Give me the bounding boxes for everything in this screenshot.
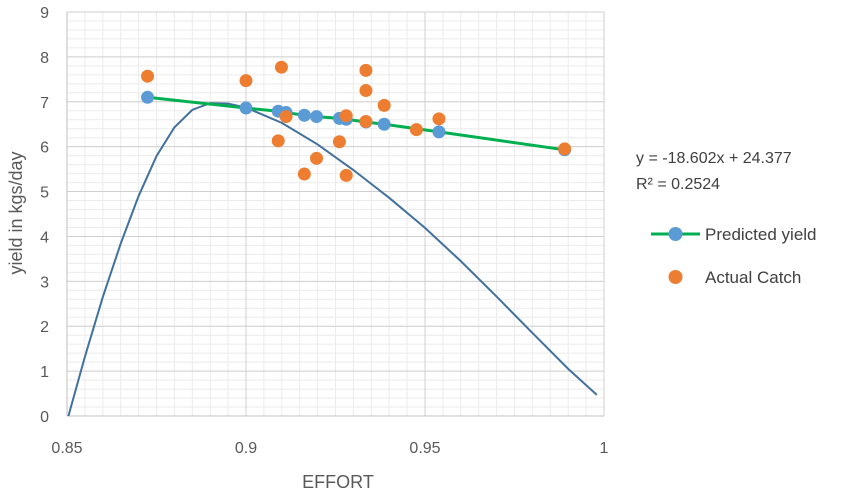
predicted-yield-point [141, 90, 155, 104]
y-tick-label: 7 [40, 95, 49, 112]
actual-catch-point [279, 110, 293, 124]
legend-predicted-label: Predicted yield [705, 225, 817, 244]
actual-catch-point [359, 63, 373, 77]
x-tick-label: 0.85 [51, 440, 82, 457]
predicted-yield-point [432, 125, 446, 139]
y-tick-label: 1 [40, 364, 49, 381]
y-tick-label: 6 [40, 140, 49, 157]
actual-catch-point [297, 167, 311, 181]
actual-catch-point [558, 142, 572, 156]
actual-catch-point [339, 109, 353, 123]
predicted-yield-point [377, 117, 391, 131]
tick-labels: 0 1 2 3 4 5 6 7 8 9 0.85 0.9 0.95 1 [40, 5, 608, 457]
predicted-yield-point [297, 108, 311, 122]
actual-catch-point [332, 135, 346, 149]
actual-catch-point [339, 168, 353, 182]
legend-actual-marker [668, 270, 683, 284]
actual-catch-point [359, 84, 373, 98]
actual-catch-point [310, 151, 324, 165]
actual-catch-point [271, 134, 285, 148]
y-axis-title: yield in kgs/day [6, 151, 26, 274]
y-tick-label: 5 [40, 185, 49, 202]
y-tick-label: 8 [40, 50, 49, 67]
r-squared-label: R² = 0.2524 [636, 176, 720, 193]
fitted-curve [67, 102, 598, 417]
x-tick-label: 0.9 [235, 440, 257, 457]
x-axis-title: EFFORT [302, 472, 374, 492]
actual-catch-point [141, 69, 155, 83]
legend: Predicted yield Actual Catch [651, 225, 817, 287]
plot-area [67, 60, 598, 417]
actual-catch-point [274, 60, 288, 74]
actual-catch-point [377, 98, 391, 112]
actual-catch-point [359, 115, 373, 129]
trendline-equation: y = -18.602x + 24.377 [636, 150, 792, 167]
y-tick-label: 2 [40, 319, 49, 336]
y-tick-label: 0 [40, 409, 49, 426]
actual-catch-point [409, 123, 423, 137]
legend-actual-label: Actual Catch [705, 268, 801, 287]
actual-catch-point [432, 112, 446, 126]
y-tick-label: 4 [40, 229, 49, 246]
x-tick-label: 1 [600, 440, 609, 457]
x-tick-label: 0.95 [409, 440, 440, 457]
y-tick-label: 9 [40, 5, 49, 22]
predicted-yield-point [310, 110, 324, 124]
predicted-yield-point [239, 101, 253, 115]
axes [66, 12, 604, 417]
legend-predicted-marker [668, 227, 683, 241]
actual-catch-point [239, 74, 253, 88]
y-tick-label: 3 [40, 274, 49, 291]
